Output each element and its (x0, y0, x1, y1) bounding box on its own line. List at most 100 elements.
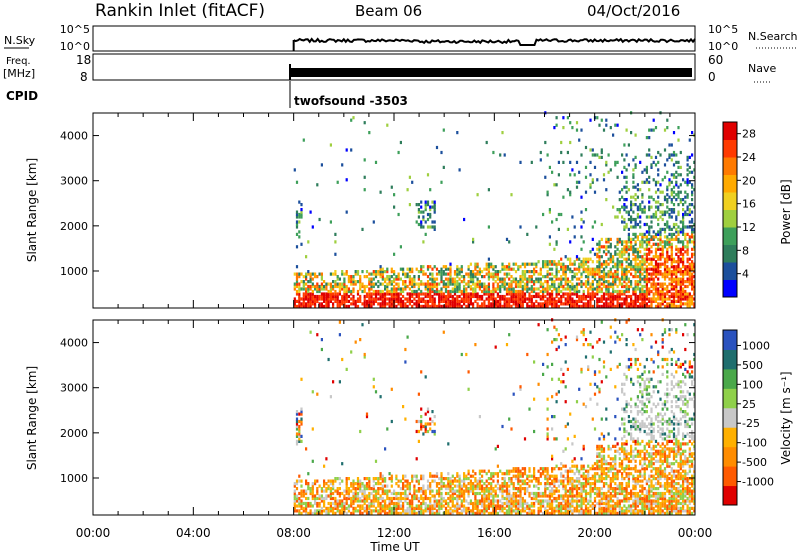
data-cell (503, 153, 506, 157)
data-cell (456, 299, 459, 303)
data-cell (641, 235, 644, 239)
data-cell (657, 173, 660, 177)
data-cell (523, 282, 527, 286)
data-cell (460, 489, 463, 493)
data-cell (465, 282, 468, 286)
data-cell (453, 504, 457, 508)
data-cell (311, 284, 314, 289)
data-cell (323, 464, 326, 468)
data-cell (393, 280, 396, 284)
data-cell (548, 484, 551, 488)
data-cell (571, 489, 574, 493)
data-cell (467, 304, 470, 308)
data-cell (372, 509, 375, 513)
data-cell (657, 150, 660, 155)
data-cell (517, 469, 520, 473)
data-cell (607, 170, 610, 174)
data-cell (661, 203, 664, 207)
data-cell (336, 297, 339, 301)
data-cell (533, 504, 536, 508)
data-cell (566, 479, 569, 483)
data-cell (388, 304, 391, 308)
data-cell (688, 212, 691, 217)
data-cell (295, 245, 299, 249)
data-cell (557, 270, 560, 274)
data-cell (460, 297, 463, 301)
data-cell (345, 294, 348, 299)
data-cell (551, 499, 554, 503)
data-cell (659, 304, 662, 308)
data-cell (386, 292, 389, 296)
data-cell (614, 487, 617, 491)
data-cell (490, 302, 493, 306)
data-cell (691, 198, 694, 202)
data-cell (677, 304, 680, 308)
data-cell (474, 272, 477, 276)
data-cell (677, 294, 680, 299)
data-cell (677, 138, 680, 142)
data-cell (657, 160, 660, 164)
data-cell (368, 302, 371, 306)
data-cell (546, 509, 549, 513)
data-cell (657, 267, 660, 271)
data-cell (338, 302, 341, 306)
data-cell (548, 277, 551, 281)
data-cell (643, 297, 646, 301)
data-cell (481, 469, 484, 473)
data-cell (494, 289, 497, 294)
data-cell (630, 220, 633, 224)
data-cell (618, 280, 621, 284)
data-cell (422, 215, 425, 219)
data-cell (691, 262, 694, 266)
data-cell (336, 304, 339, 308)
data-cell (483, 275, 486, 279)
data-cell (668, 232, 671, 236)
data-cell (641, 237, 644, 241)
data-cell (451, 504, 454, 508)
data-cell (589, 489, 592, 493)
data-cell (352, 294, 355, 299)
data-cell (435, 484, 439, 488)
data-cell (359, 297, 362, 301)
data-cell (415, 511, 418, 515)
data-cell (374, 491, 378, 496)
data-cell (393, 277, 396, 281)
data-cell (433, 494, 436, 498)
data-cell (571, 509, 574, 513)
data-cell (557, 494, 560, 498)
data-cell (487, 487, 490, 491)
data-cell (584, 491, 588, 496)
data-cell (311, 489, 314, 493)
data-cell (598, 257, 601, 261)
data-cell (691, 227, 694, 231)
data-cell (578, 270, 581, 274)
data-cell (537, 499, 540, 503)
data-cell (668, 237, 671, 241)
data-cell (591, 284, 594, 289)
data-cell (598, 338, 601, 342)
data-cell (591, 148, 594, 152)
data-cell (688, 240, 691, 244)
data-cell (677, 280, 680, 284)
data-cell (591, 489, 594, 493)
data-cell (691, 277, 694, 281)
data-cell (463, 284, 466, 289)
data-cell (605, 509, 608, 513)
data-cell (420, 407, 423, 411)
data-cell (435, 499, 439, 503)
data-cell (625, 302, 628, 306)
data-cell (402, 477, 405, 481)
data-cell (571, 442, 574, 446)
data-cell (472, 280, 475, 284)
data-cell (582, 294, 585, 299)
data-cell (675, 198, 678, 202)
data-cell (329, 287, 332, 291)
data-cell (684, 272, 687, 276)
data-cell (334, 504, 337, 508)
data-cell (672, 267, 676, 271)
data-cell (361, 504, 364, 508)
data-cell (564, 287, 567, 291)
data-cell (438, 292, 441, 296)
data-cell (560, 140, 563, 145)
data-cell (485, 267, 488, 271)
